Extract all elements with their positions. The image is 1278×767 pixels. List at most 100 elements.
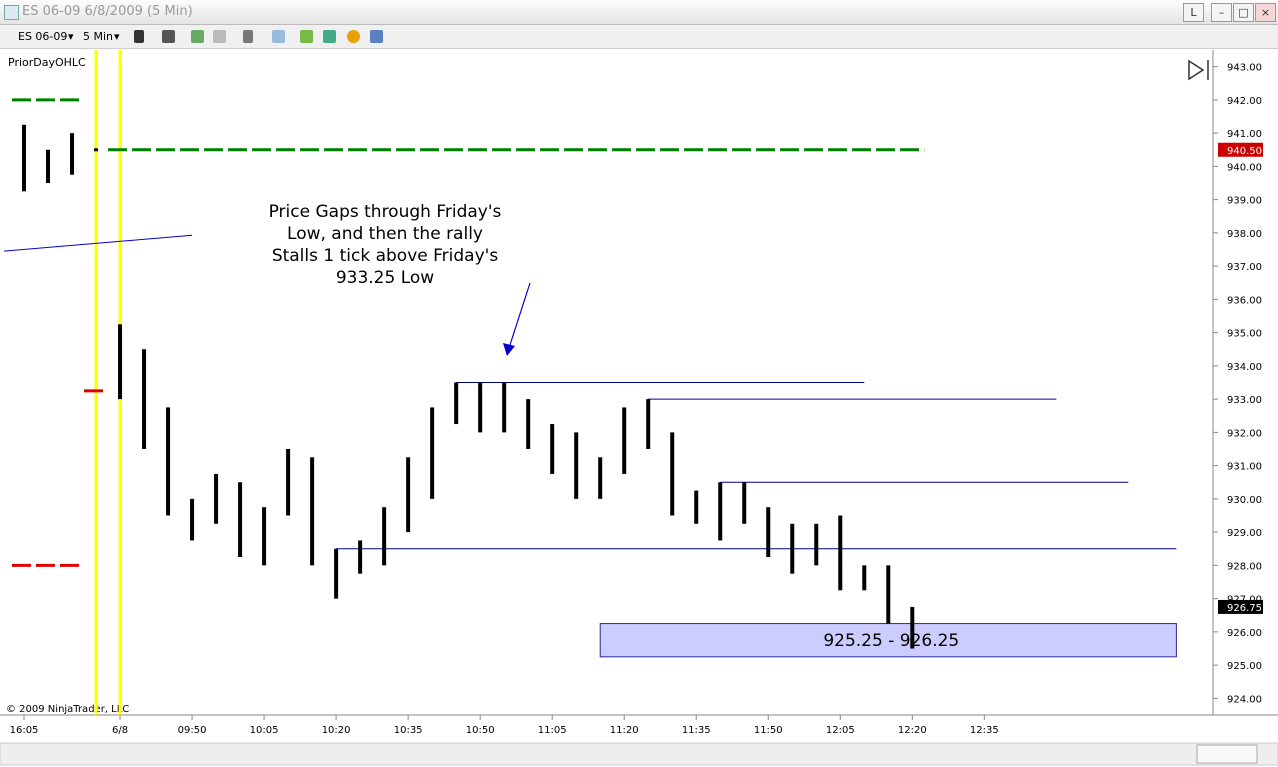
link-button[interactable]: L [1183, 3, 1204, 22]
minimize-button[interactable]: – [1211, 3, 1232, 22]
x-tick-label: 10:20 [322, 725, 351, 736]
y-tick-label: 931.00 [1227, 462, 1262, 473]
y-tick-label: 933.00 [1227, 395, 1262, 406]
y-tick-label: 925.00 [1227, 661, 1262, 672]
price-bar [70, 133, 75, 175]
price-marker [1218, 142, 1263, 157]
annotation-arrow [503, 282, 531, 356]
price-bar [742, 482, 747, 524]
zone-label: 925.25 - 926.25 [823, 631, 959, 651]
draw-tool-button[interactable] [162, 30, 175, 43]
price-bar [622, 407, 627, 474]
price-bar [406, 457, 411, 533]
price-bar [358, 540, 363, 574]
x-tick-label: 10:05 [250, 725, 279, 736]
y-tick-label: 937.00 [1227, 262, 1262, 273]
price-bar [574, 432, 579, 499]
price-bar [142, 349, 147, 449]
chart: PriorDayOHLC © 2009 NinjaTrader, LLC Pri… [0, 50, 1278, 767]
price-bar [814, 523, 819, 566]
price-bar [190, 498, 195, 541]
instrument-selector[interactable]: ES 06-09 [18, 30, 68, 43]
y-tick-label: 943.00 [1227, 63, 1262, 74]
copyright: © 2009 NinjaTrader, LLC [6, 704, 129, 715]
maximize-button[interactable]: □ [1233, 3, 1254, 22]
price-bar [430, 407, 435, 499]
y-tick-label: 941.00 [1227, 129, 1262, 140]
y-tick-label: 935.00 [1227, 329, 1262, 340]
toolbar: ES 06-09 ▾ 5 Min ▾ [0, 25, 1278, 49]
y-tick-label: 939.00 [1227, 196, 1262, 207]
price-bar [118, 324, 123, 400]
strategy-button[interactable] [300, 30, 313, 43]
properties-button[interactable] [272, 30, 285, 43]
x-tick-label: 11:35 [682, 725, 711, 736]
indicator-label: PriorDayOHLC [8, 56, 86, 69]
dropdown-arrow: ▾ [68, 30, 74, 43]
price-bar [526, 399, 531, 449]
y-tick-label: 928.00 [1227, 561, 1262, 572]
y-tick-label: 942.00 [1227, 96, 1262, 107]
price-bar [22, 124, 27, 192]
order-button[interactable] [347, 30, 360, 43]
y-tick-label: 924.00 [1227, 694, 1262, 705]
price-bar [94, 148, 99, 152]
price-zone [599, 623, 1177, 658]
price-bar [334, 548, 339, 599]
indicator-button[interactable] [323, 30, 336, 43]
price-bar [598, 457, 603, 499]
x-tick-label: 10:50 [466, 725, 495, 736]
price-bar [646, 399, 651, 449]
close-button[interactable]: × [1255, 3, 1276, 22]
interval-selector[interactable]: 5 Min [83, 30, 114, 43]
x-tick-label: 10:35 [394, 725, 423, 736]
y-tick-label: 926.00 [1227, 628, 1262, 639]
title-bar: ES 06-09 6/8/2009 (5 Min) L – □ × [0, 0, 1278, 25]
y-tick-label: 940.00 [1227, 162, 1262, 173]
y-tick-label: 932.00 [1227, 428, 1262, 439]
y-tick-label: 938.00 [1227, 229, 1262, 240]
price-bar [862, 565, 867, 591]
scroll-thumb[interactable] [1196, 744, 1258, 764]
cursor-button[interactable] [243, 30, 253, 43]
x-tick-label: 6/8 [112, 725, 128, 736]
price-marker-label: 940.50 [1227, 146, 1262, 157]
price-marker [1218, 599, 1263, 614]
x-tick-label: 12:05 [826, 725, 855, 736]
zoom-out-button[interactable] [213, 30, 226, 43]
bar-type-button[interactable] [134, 30, 144, 43]
dropdown-arrow: ▾ [114, 30, 120, 43]
price-bar [286, 449, 291, 516]
price-bar [718, 482, 723, 541]
price-bar [262, 507, 267, 566]
price-bar [382, 507, 387, 566]
window-title: ES 06-09 6/8/2009 (5 Min) [22, 4, 193, 19]
zoom-in-button[interactable] [191, 30, 204, 43]
scroll-end-icon[interactable] [1188, 59, 1209, 81]
price-bar [166, 407, 171, 516]
price-bar [214, 473, 219, 524]
scrollbar[interactable] [0, 742, 1278, 766]
annotation-line: Low, and then the rally [287, 224, 483, 244]
price-bar [310, 457, 315, 566]
y-tick-label: 929.00 [1227, 528, 1262, 539]
price-bar [694, 490, 699, 524]
price-bar [838, 515, 843, 591]
annotation-line: Price Gaps through Friday's [269, 202, 502, 222]
price-bar [670, 432, 675, 516]
price-bar [886, 565, 891, 624]
y-tick-label: 934.00 [1227, 362, 1262, 373]
annotation-line: 933.25 Low [336, 268, 434, 288]
data-box-button[interactable] [370, 30, 383, 43]
x-tick-label: 12:20 [898, 725, 927, 736]
price-bar [550, 424, 555, 474]
y-tick-label: 936.00 [1227, 295, 1262, 306]
x-tick-label: 16:05 [10, 725, 39, 736]
y-tick-label: 930.00 [1227, 495, 1262, 506]
price-bar [46, 149, 51, 183]
price-bar [478, 382, 483, 433]
x-tick-label: 09:50 [178, 725, 207, 736]
trend-line [4, 234, 193, 252]
